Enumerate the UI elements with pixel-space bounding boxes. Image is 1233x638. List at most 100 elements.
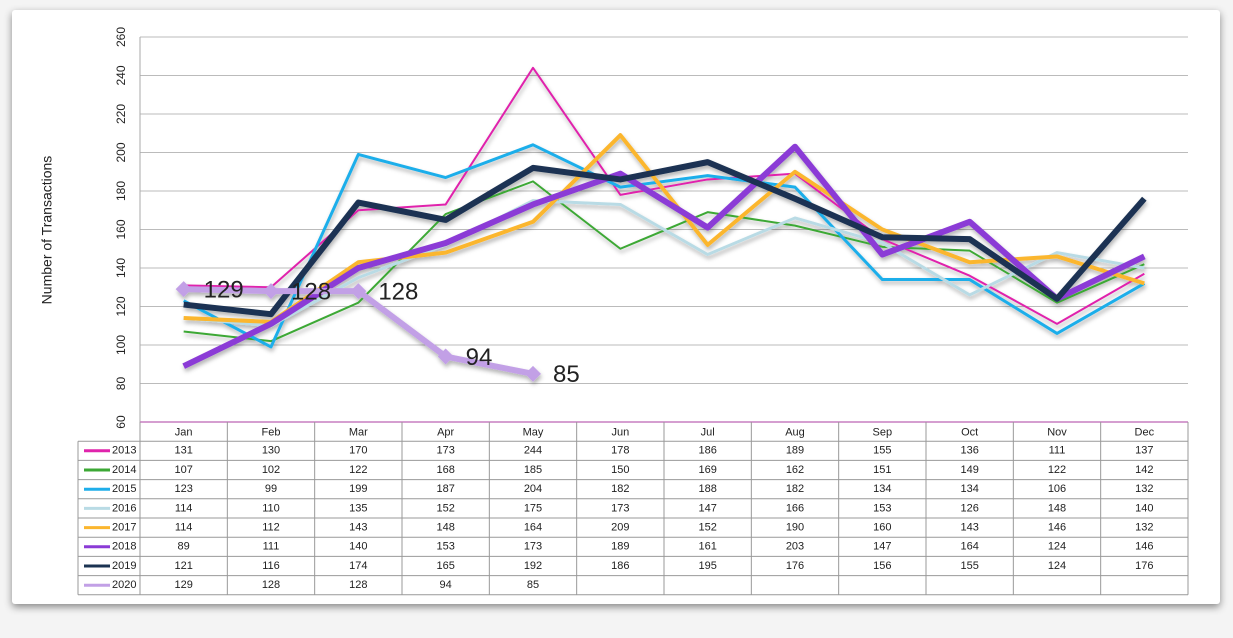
table-cell: 114	[175, 502, 193, 514]
table-cell: 124	[1048, 560, 1066, 572]
table-cell: 94	[440, 579, 452, 591]
table-cell: 136	[960, 445, 978, 457]
table-cell: 155	[960, 560, 978, 572]
table-cell: 165	[436, 560, 454, 572]
table-cell: 164	[960, 541, 978, 553]
table-cell: 169	[698, 464, 716, 476]
table-cell: 128	[262, 579, 280, 591]
x-tick-label: May	[523, 427, 544, 439]
x-tick-label: Apr	[437, 427, 454, 439]
x-tick-label: Oct	[961, 427, 978, 439]
table-cell: 173	[436, 445, 454, 457]
table-cell: 244	[524, 445, 542, 457]
table-cell: 122	[349, 464, 367, 476]
table-cell: 168	[436, 464, 454, 476]
data-label: 128	[378, 278, 418, 305]
point-marker	[350, 283, 367, 300]
table-cell: 132	[1135, 522, 1153, 534]
table-cell: 195	[698, 560, 716, 572]
table-cell: 189	[786, 445, 804, 457]
table-cell: 106	[1048, 483, 1066, 495]
x-tick-label: Jan	[175, 427, 193, 439]
legend-label: 2019	[112, 560, 136, 572]
table-cell: 186	[611, 560, 629, 572]
y-axis-label: Number of Transactions	[39, 156, 55, 305]
legend-label: 2014	[112, 464, 136, 476]
table-cell: 140	[1135, 502, 1153, 514]
point-marker	[525, 365, 541, 382]
table-cell: 204	[524, 483, 542, 495]
y-tick-label: 240	[114, 65, 128, 85]
table-cell: 186	[698, 445, 716, 457]
table-cell: 192	[524, 560, 542, 572]
table-cell: 182	[611, 483, 629, 495]
table-cell: 199	[349, 483, 367, 495]
y-tick-label: 160	[114, 219, 128, 239]
table-cell: 176	[1135, 560, 1153, 572]
y-tick-label: 220	[114, 104, 128, 124]
data-label: 129	[204, 277, 244, 304]
table-cell: 146	[1048, 522, 1066, 534]
table-cell: 110	[262, 502, 280, 514]
table-cell: 122	[1048, 464, 1066, 476]
legend-label: 2016	[112, 502, 136, 514]
table-cell: 134	[960, 483, 978, 495]
legend-label: 2018	[112, 541, 136, 553]
table-cell: 170	[349, 445, 367, 457]
table-cell: 135	[349, 502, 367, 514]
legend-label: 2017	[112, 522, 136, 534]
table-cell: 111	[263, 541, 280, 553]
table-cell: 111	[1049, 445, 1066, 457]
table-cell: 114	[175, 522, 193, 534]
y-tick-label: 140	[114, 258, 128, 278]
table-cell: 161	[698, 541, 716, 553]
table-cell: 137	[1135, 445, 1153, 457]
y-tick-label: 180	[114, 181, 128, 201]
table-cell: 102	[262, 464, 280, 476]
x-tick-label: Nov	[1047, 427, 1067, 439]
table-cell: 148	[1048, 502, 1066, 514]
series-line	[182, 143, 1146, 369]
table-cell: 132	[1135, 483, 1153, 495]
table-cell: 143	[960, 522, 978, 534]
table-cell: 140	[349, 541, 367, 553]
table-cell: 126	[960, 502, 978, 514]
y-tick-label: 100	[114, 335, 128, 355]
table-cell: 209	[611, 522, 629, 534]
x-tick-label: Jul	[701, 427, 715, 439]
y-tick-label: 120	[114, 296, 128, 316]
table-cell: 116	[262, 560, 280, 572]
table-cell: 124	[1048, 541, 1066, 553]
table-cell: 185	[524, 464, 542, 476]
series-line	[183, 199, 1145, 328]
legend-label: 2020	[112, 579, 136, 591]
table-cell: 121	[174, 560, 192, 572]
table-cell: 89	[178, 541, 190, 553]
y-tick-label: 200	[114, 142, 128, 162]
table-cell: 128	[349, 579, 367, 591]
table-cell: 129	[174, 579, 192, 591]
table-cell: 176	[786, 560, 804, 572]
table-cell: 175	[524, 502, 542, 514]
table-cell: 143	[349, 522, 367, 534]
y-tick-label: 260	[114, 27, 128, 47]
table-cell: 174	[349, 560, 367, 572]
table-cell: 123	[174, 483, 192, 495]
data-label: 85	[553, 361, 580, 388]
x-tick-label: Dec	[1135, 427, 1155, 439]
point-marker	[437, 348, 454, 365]
table-cell: 131	[174, 445, 192, 457]
table-cell: 148	[436, 522, 454, 534]
table-cell: 153	[873, 502, 891, 514]
table-cell: 188	[698, 483, 716, 495]
table-cell: 152	[436, 502, 454, 514]
table-cell: 85	[527, 579, 539, 591]
legend-label: 2015	[112, 483, 136, 495]
y-tick-label: 60	[114, 415, 128, 429]
table-cell: 147	[698, 502, 716, 514]
data-label: 94	[466, 344, 493, 371]
table-cell: 112	[262, 522, 280, 534]
table-cell: 189	[611, 541, 629, 553]
table-cell: 130	[262, 445, 280, 457]
